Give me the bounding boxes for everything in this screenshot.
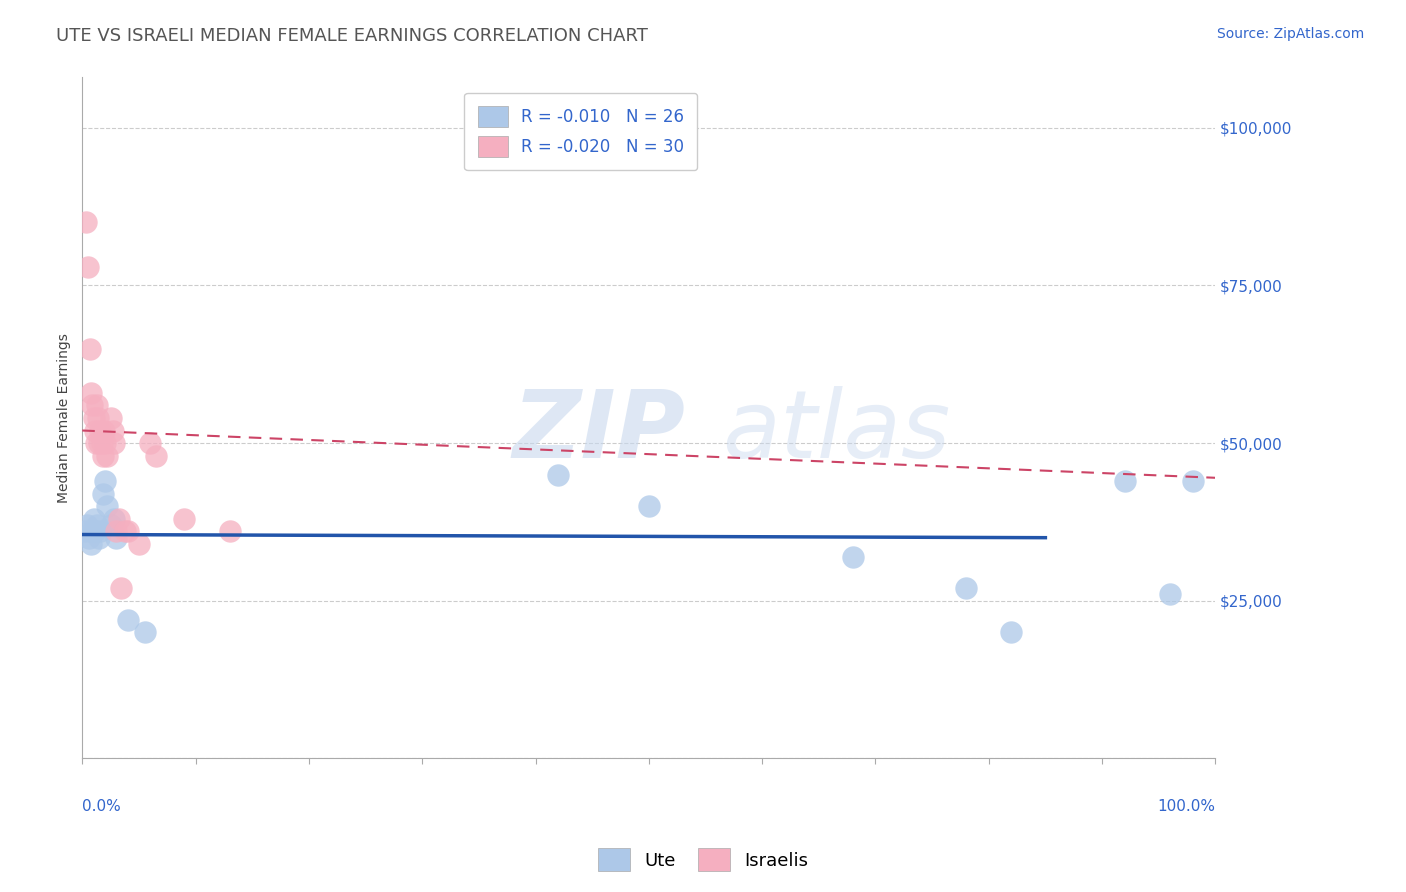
Point [89, 524, 111, 539]
Point [86, 518, 108, 533]
Point [89, 531, 111, 545]
Point [96, 449, 118, 463]
Point [77, 531, 100, 545]
Point [173, 512, 195, 526]
Point [90, 436, 112, 450]
Y-axis label: Median Female Earnings: Median Female Earnings [58, 333, 72, 503]
Point [83, 524, 105, 539]
Point [1000, 625, 1022, 640]
Point [1159, 587, 1181, 601]
Point [77, 260, 100, 274]
Point [107, 512, 129, 526]
Point [1181, 474, 1204, 488]
Point [637, 499, 659, 513]
Point [89, 424, 111, 438]
Point [100, 518, 122, 533]
Point [100, 410, 122, 425]
Text: 0.0%: 0.0% [83, 799, 121, 814]
Point [83, 424, 105, 438]
Point [103, 512, 125, 526]
Point [117, 524, 139, 539]
Point [82, 524, 104, 539]
Point [86, 398, 108, 412]
Point [75, 215, 97, 229]
Point [139, 436, 162, 450]
Point [110, 581, 132, 595]
Point [94, 474, 117, 488]
Point [73, 524, 96, 539]
Point [842, 549, 865, 564]
Point [83, 512, 105, 526]
Legend: R = -0.010   N = 26, R = -0.020   N = 30: R = -0.010 N = 26, R = -0.020 N = 30 [464, 93, 697, 170]
Point [80, 537, 103, 551]
Point [105, 524, 128, 539]
Text: Source: ZipAtlas.com: Source: ZipAtlas.com [1216, 27, 1364, 41]
Point [218, 524, 240, 539]
Point [87, 410, 110, 425]
Point [91, 449, 114, 463]
Point [89, 436, 111, 450]
Point [82, 398, 104, 412]
Point [76, 518, 98, 533]
Point [105, 531, 128, 545]
Point [114, 524, 136, 539]
Point [128, 537, 150, 551]
Point [134, 625, 156, 640]
Text: 100.0%: 100.0% [1157, 799, 1215, 814]
Point [955, 581, 977, 595]
Point [94, 436, 117, 450]
Point [91, 486, 114, 500]
Point [547, 467, 569, 482]
Point [101, 424, 124, 438]
Point [103, 436, 125, 450]
Legend: Ute, Israelis: Ute, Israelis [591, 841, 815, 879]
Text: ZIP: ZIP [513, 385, 686, 477]
Point [93, 424, 115, 438]
Point [83, 410, 105, 425]
Point [1114, 474, 1136, 488]
Point [96, 499, 118, 513]
Point [79, 342, 101, 356]
Text: atlas: atlas [723, 386, 950, 477]
Point [145, 449, 167, 463]
Text: UTE VS ISRAELI MEDIAN FEMALE EARNINGS CORRELATION CHART: UTE VS ISRAELI MEDIAN FEMALE EARNINGS CO… [56, 27, 648, 45]
Point [117, 613, 139, 627]
Point [84, 436, 107, 450]
Point [80, 385, 103, 400]
